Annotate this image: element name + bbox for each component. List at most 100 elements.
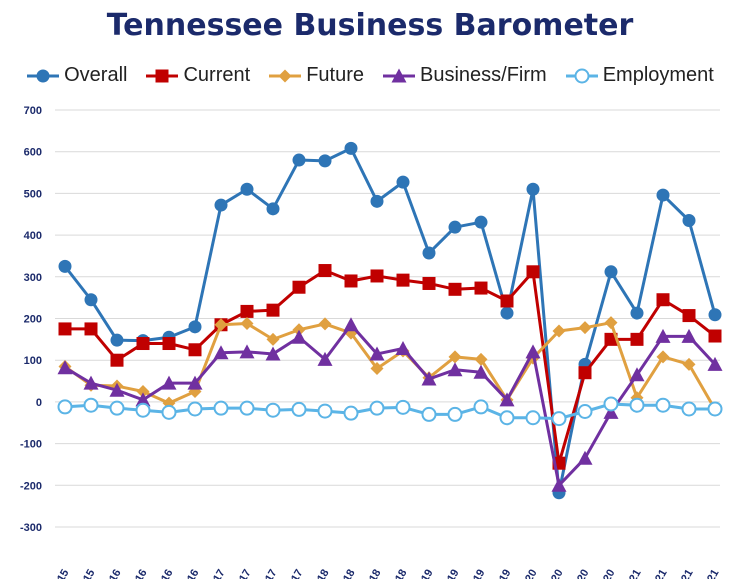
data-point-overall (240, 182, 254, 196)
data-point-business-firm (161, 375, 177, 390)
data-point-future (266, 332, 280, 346)
y-tick-label: -300 (20, 522, 42, 534)
x-tick-label: Apr'19 (434, 568, 461, 579)
data-point-business-firm (499, 392, 515, 407)
legend-label: Current (183, 64, 251, 86)
data-point-business-firm (265, 346, 281, 361)
legend: Overall Current Future Business/Firm Employm… (0, 64, 740, 87)
data-point-employment (317, 403, 333, 419)
data-point-business-firm (57, 360, 73, 375)
data-point-future (448, 350, 462, 364)
x-tick-label: Oct'21 (695, 568, 722, 579)
data-point-employment (291, 401, 307, 417)
x-tick-label: Apr'18 (330, 568, 357, 579)
x-tick-label: Oct'18 (383, 568, 410, 579)
y-tick-label: 0 (36, 397, 42, 409)
y-tick-label: 100 (24, 355, 42, 367)
series-overall (58, 141, 722, 500)
data-point-current (370, 269, 384, 283)
y-tick-label: -100 (20, 439, 42, 451)
x-tick-label: Apr'21 (642, 568, 669, 579)
data-point-business-firm (577, 450, 593, 465)
x-tick-label: Jan'18 (304, 568, 331, 579)
data-point-employment (83, 397, 99, 413)
data-point-current (578, 366, 592, 380)
x-tick-label: July'19 (459, 568, 488, 579)
series-line-business-firm (64, 323, 717, 487)
data-point-overall (110, 333, 124, 347)
data-point-overall (396, 175, 410, 189)
data-point-employment (603, 396, 619, 412)
x-tick-label: Jan'20 (512, 568, 539, 579)
data-point-overall (84, 293, 98, 307)
series-current (58, 264, 722, 470)
data-point-employment (655, 397, 671, 413)
data-point-overall (682, 214, 696, 228)
data-point-business-firm (213, 345, 229, 360)
data-point-overall (656, 188, 670, 202)
x-tick-label: Apr'20 (538, 568, 565, 579)
data-point-business-firm (395, 341, 411, 356)
series-employment (57, 396, 723, 427)
x-tick-label: Jan'19 (408, 568, 435, 579)
series-line-overall (63, 146, 717, 495)
data-point-current (266, 303, 280, 317)
data-point-employment (499, 410, 515, 426)
x-tick-label: July'17 (251, 568, 280, 579)
data-point-current (682, 309, 696, 323)
data-point-employment (265, 402, 281, 418)
data-point-employment (57, 399, 73, 415)
data-point-future (318, 317, 332, 331)
x-tick-label: Jan'17 (200, 568, 227, 579)
legend-item-current: Current (145, 64, 250, 87)
data-point-current (474, 281, 488, 295)
data-point-future (682, 357, 696, 371)
data-point-overall (708, 308, 722, 322)
legend-label: Employment (602, 64, 714, 86)
data-point-current (422, 276, 436, 290)
data-point-current (344, 274, 358, 288)
legend-marker-overall (36, 69, 50, 82)
data-point-overall (370, 194, 384, 208)
data-point-business-firm (551, 477, 567, 492)
data-point-business-firm (343, 317, 359, 332)
data-point-overall (604, 265, 618, 279)
data-point-employment (239, 400, 255, 416)
data-point-business-firm (109, 382, 125, 397)
data-point-employment (447, 406, 463, 422)
x-tick-label: Jan'16 (96, 568, 123, 579)
series-future (58, 316, 722, 416)
data-point-future (370, 362, 384, 376)
data-point-business-firm (525, 344, 541, 359)
data-point-current (58, 322, 72, 336)
x-tick-label: Oct'17 (279, 568, 306, 579)
data-point-employment (525, 410, 541, 426)
legend-swatch (146, 69, 179, 82)
data-point-future (292, 323, 306, 337)
data-point-employment (473, 399, 489, 415)
data-point-overall (266, 202, 280, 216)
x-tick-label: July'15 (43, 568, 72, 579)
data-point-current (500, 294, 514, 308)
data-point-overall (188, 320, 202, 334)
legend-item-overall: Overall (26, 64, 127, 87)
data-point-employment (629, 397, 645, 413)
data-point-employment (681, 401, 697, 417)
data-point-current (292, 280, 306, 294)
data-point-current (84, 322, 98, 336)
y-tick-label: 600 (24, 147, 42, 159)
data-point-current (162, 337, 176, 351)
data-point-overall (214, 198, 228, 212)
series-business-firm (57, 317, 723, 492)
data-point-business-firm (187, 375, 203, 390)
data-point-employment (213, 400, 229, 416)
data-point-future (240, 317, 254, 331)
data-point-overall (474, 215, 488, 229)
data-point-future (578, 321, 592, 335)
data-point-current (318, 264, 332, 278)
data-point-business-firm (473, 364, 489, 379)
data-point-future (474, 352, 488, 366)
data-point-business-firm (83, 375, 99, 390)
